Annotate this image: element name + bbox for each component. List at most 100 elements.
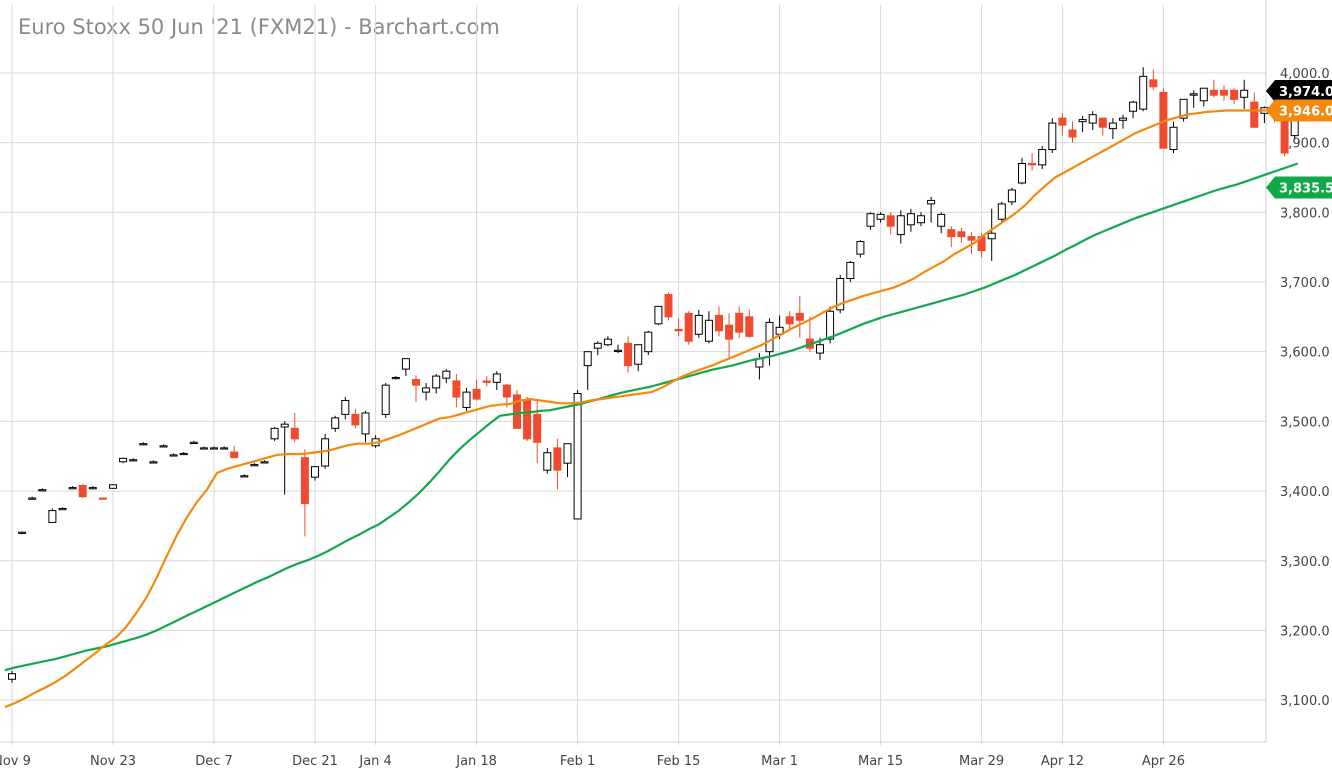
candle-body <box>48 510 57 523</box>
candle-body <box>644 331 653 353</box>
candle <box>250 463 259 467</box>
candle <box>58 507 67 511</box>
candle <box>846 261 855 282</box>
y-axis: 3,100.0 3,200.0 3,300.0 3,400.0 3,500.0 3,600… <box>1280 67 1330 709</box>
candle-body <box>583 351 592 367</box>
candle <box>836 275 845 314</box>
candle-body <box>997 203 1006 220</box>
candle-body <box>159 445 168 448</box>
candle-body <box>1220 89 1228 96</box>
candle <box>937 212 946 234</box>
candle <box>967 231 976 255</box>
x-tick-label: Feb 15 <box>657 754 701 769</box>
candle-body <box>412 379 420 386</box>
candle <box>331 415 340 432</box>
candle-body <box>876 213 885 220</box>
candle <box>311 465 319 481</box>
candle-body <box>674 328 683 332</box>
candle <box>422 383 431 401</box>
candle-body <box>795 312 804 321</box>
candle-body <box>624 342 633 367</box>
candle-body <box>765 321 774 353</box>
price-badge-shape <box>1266 80 1332 103</box>
candle <box>694 309 703 338</box>
candle <box>230 445 239 459</box>
candle-body <box>1139 75 1148 110</box>
candle-body <box>502 384 511 398</box>
y-tick-label: 3,700.0 <box>1280 276 1330 291</box>
candle-body <box>401 358 410 370</box>
candle-body <box>1038 149 1047 166</box>
candle-body <box>1250 101 1259 128</box>
candle <box>1149 69 1158 91</box>
candle-body <box>1189 93 1198 96</box>
candle-body <box>18 531 27 534</box>
candle <box>795 295 804 338</box>
candle <box>412 375 420 402</box>
candle-body <box>442 370 451 379</box>
candle-body <box>533 413 542 443</box>
candle <box>482 376 491 387</box>
candle-body <box>573 393 582 520</box>
candle <box>472 379 481 401</box>
candle <box>280 421 289 495</box>
candle <box>270 426 279 441</box>
candle <box>432 373 441 394</box>
candle <box>260 460 269 464</box>
candle-body <box>856 241 865 255</box>
candle-body <box>240 475 249 478</box>
candle <box>1230 88 1239 105</box>
candle <box>674 318 683 337</box>
candle <box>1209 79 1218 98</box>
candle-body <box>745 316 754 337</box>
price-badge: 3,946.0 <box>1266 99 1332 122</box>
candle <box>341 396 350 420</box>
candle <box>917 212 925 227</box>
candle <box>715 306 723 337</box>
candle <box>169 453 178 457</box>
candle <box>290 413 299 443</box>
candle-body <box>290 427 299 440</box>
candle <box>78 484 87 499</box>
candle <box>189 440 198 444</box>
candle <box>856 240 865 258</box>
candle-body <box>957 231 966 238</box>
price-badge-label: 3,946.0 <box>1279 105 1332 120</box>
candle <box>1088 111 1097 131</box>
candle <box>199 446 208 450</box>
candle-body <box>967 236 976 241</box>
x-tick-label: Dec 7 <box>195 754 233 769</box>
candle <box>8 670 16 683</box>
candle-body <box>341 399 350 415</box>
candle-body <box>906 213 915 226</box>
candle <box>896 210 905 244</box>
candle <box>442 369 451 384</box>
candle <box>624 336 633 373</box>
candle <box>1028 153 1037 171</box>
candle-body <box>149 461 158 464</box>
candle-body <box>826 310 835 340</box>
candle-body <box>1149 79 1158 88</box>
candle <box>139 442 148 446</box>
candle-body <box>1119 117 1127 121</box>
candle <box>563 443 572 478</box>
candle-body <box>816 344 824 354</box>
candle <box>593 341 602 356</box>
candle <box>1078 116 1087 133</box>
candle <box>543 447 552 474</box>
candle-body <box>1068 129 1077 138</box>
price-badge: 3,835.5 <box>1266 176 1332 199</box>
candle <box>1108 118 1117 140</box>
candle <box>987 208 996 262</box>
y-tick-label: 3,500.0 <box>1280 415 1330 430</box>
y-tick-label: 3,200.0 <box>1280 624 1330 639</box>
candle <box>583 351 592 391</box>
candle-body <box>917 215 925 224</box>
candle-body <box>785 316 794 325</box>
candle-body <box>129 459 138 462</box>
candle <box>149 460 158 464</box>
y-tick-label: 3,900.0 <box>1280 137 1330 152</box>
candle <box>68 486 77 490</box>
candle <box>28 496 37 500</box>
